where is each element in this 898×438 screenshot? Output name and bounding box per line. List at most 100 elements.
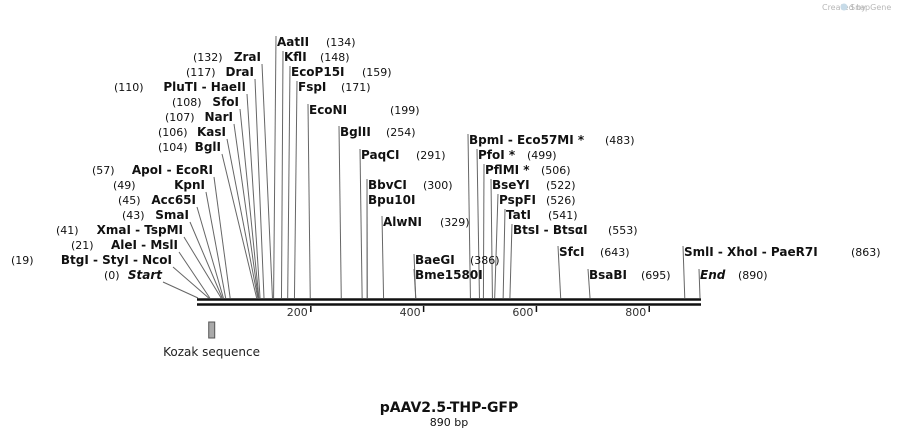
site-leader-line — [338, 125, 342, 299]
site-smli-xhoi-paer7i: SmlI - XhoI - PaeR7I (863) — [684, 245, 881, 259]
site-position: (643) — [600, 246, 630, 259]
site-position: (110) — [114, 81, 144, 94]
site-leader-line — [698, 268, 701, 299]
site-name: XmaI - TspMI — [97, 223, 183, 237]
site-position: (522) — [546, 179, 576, 192]
site-zrai: ZraI (132) — [193, 50, 261, 64]
site-position: (199) — [390, 104, 420, 117]
site-position: (553) — [608, 224, 638, 237]
site-kfli: KflI (148) — [284, 50, 350, 64]
site-leader-lines — [162, 35, 701, 299]
tick-label: 400 — [400, 306, 421, 319]
feature-bar — [208, 321, 216, 339]
site-baegi: BaeGI (386) — [415, 253, 500, 267]
site-position: (45) — [118, 194, 141, 207]
site-leader-line — [381, 215, 385, 299]
site-xmai-tspmi: XmaI - TspMI (41) — [56, 223, 183, 237]
site-name: EcoNI — [309, 103, 347, 117]
site-name: BseYI — [492, 178, 530, 192]
site-name: Bpu10I — [368, 193, 415, 207]
site-kasi: KasI (106) — [158, 125, 226, 139]
site-bpu10i: Bpu10I — [368, 193, 415, 207]
site-name: SfoI — [212, 95, 239, 109]
site-position: (49) — [113, 179, 136, 192]
site-leader-line — [494, 193, 499, 299]
site-btgi-styi-ncoi: BtgI - StyI - NcoI (19) — [11, 253, 172, 267]
tick-600: 600 — [512, 306, 538, 319]
site-position: (104) — [158, 141, 188, 154]
site-ecop15i: EcoP15I (159) — [291, 65, 392, 79]
site-paqci: PaqCI (291) — [361, 148, 446, 162]
site-leader-line — [557, 245, 562, 299]
site-sfci: SfcI (643) — [559, 245, 630, 259]
site-name: DraI — [226, 65, 254, 79]
site-position: (541) — [548, 209, 578, 222]
site-position: (483) — [605, 134, 635, 147]
site-name: NarI — [204, 110, 233, 124]
site-bglii: BglII (254) — [340, 125, 416, 139]
site-position: (695) — [641, 269, 671, 282]
site-name: BpmI - Eco57MI * — [469, 133, 585, 147]
site-position: (254) — [386, 126, 416, 139]
site-position: (291) — [416, 149, 446, 162]
site-alei-msli: AleI - MslI (21) — [71, 238, 178, 252]
site-position: (108) — [172, 96, 202, 109]
site-name: AleI - MslI — [111, 238, 178, 252]
site-name: PfoI * — [478, 148, 516, 162]
site-name: BglI — [195, 140, 221, 154]
feature-label: Kozak sequence — [163, 345, 260, 359]
tick-label: 200 — [287, 306, 308, 319]
site-name: SmaI — [155, 208, 189, 222]
site-name: KflI — [284, 50, 307, 64]
site-labels: AatII (134) KflI (148)EcoP15I (159) FspI (171)… — [11, 35, 881, 282]
site-drai: DraI (117) — [186, 65, 254, 79]
feature-kozak-sequence: Kozak sequence — [163, 321, 260, 359]
site-leader-line — [490, 178, 493, 299]
site-leader-line — [239, 108, 260, 299]
site-bseyi: BseYI (522) — [492, 178, 576, 192]
site-leader-line — [293, 80, 298, 299]
site-leader-line — [178, 251, 211, 299]
site-leader-line — [413, 268, 417, 299]
site-position: (107) — [165, 111, 195, 124]
map-length: 890 bp — [430, 416, 468, 429]
site-name: BglII — [340, 125, 371, 139]
site-bsabi: BsaBI (695) — [589, 268, 671, 282]
site-position: (159) — [362, 66, 392, 79]
site-position: (21) — [71, 239, 94, 252]
site-name: AatII — [277, 35, 309, 49]
tick-label: 600 — [512, 306, 533, 319]
site-leader-line — [482, 163, 485, 299]
site-name: PaqCI — [361, 148, 399, 162]
site-tati: TatI (541) — [506, 208, 578, 222]
site-nari: NarI (107) — [165, 110, 233, 124]
site-name: BsaBI — [589, 268, 627, 282]
map-title: pAAV2.5-THP-GFP — [380, 400, 519, 416]
site-position: (148) — [320, 51, 350, 64]
site-smai: SmaI (43) — [122, 208, 189, 222]
tick-400: 400 — [400, 306, 425, 319]
site-name: EcoP15I — [291, 65, 345, 79]
site-bpmi-eco57mi-: BpmI - Eco57MI * (483) — [469, 133, 635, 147]
site-name: BbvCI — [368, 178, 407, 192]
site-leader-line — [273, 35, 277, 299]
site-leader-line — [246, 93, 261, 299]
site-name: ApoI - EcoRI — [132, 163, 213, 177]
site-pluti-haeii: PluTI - HaeII (110) — [114, 80, 246, 94]
tick-800: 800 — [625, 306, 650, 319]
site-position: (106) — [158, 126, 188, 139]
site-sfoi: SfoI (108) — [172, 95, 239, 109]
site-name: AlwNI — [383, 215, 422, 229]
site-leader-line — [205, 191, 227, 299]
site-position: (329) — [440, 216, 470, 229]
site-name: FspI — [298, 80, 326, 94]
site-name: TatI — [506, 208, 531, 222]
site-name: PluTI - HaeII — [163, 80, 246, 94]
site-position: (117) — [186, 66, 216, 79]
site-position: (506) — [541, 164, 571, 177]
site-name: Acc65I — [151, 193, 196, 207]
site-leader-line — [587, 268, 591, 299]
site-bme1580i: Bme1580I — [415, 268, 483, 282]
ruler-ticks: 200 400 600 800 — [287, 306, 650, 319]
tick-label: 800 — [625, 306, 646, 319]
